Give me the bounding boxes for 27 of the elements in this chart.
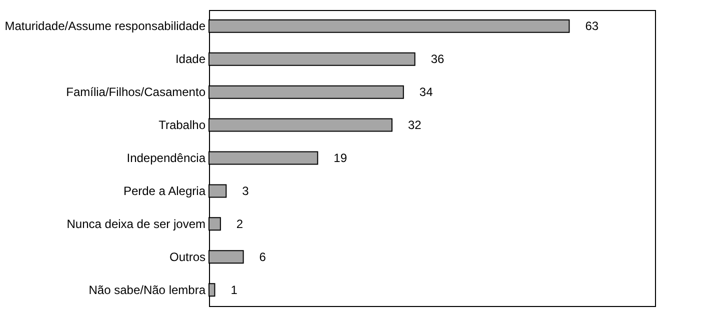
y-tick-label: Idade	[175, 52, 206, 66]
data-label: 63	[585, 19, 599, 34]
bar	[208, 52, 416, 66]
bar	[208, 184, 227, 198]
bar	[208, 118, 392, 132]
y-tick-label: Nunca deixa de ser jovem	[66, 216, 206, 231]
bar	[208, 19, 570, 33]
y-tick-label: Outros	[169, 250, 206, 264]
data-label: 6	[259, 250, 266, 264]
data-label: 2	[236, 216, 244, 231]
data-label: 36	[430, 52, 445, 66]
bar	[208, 151, 318, 165]
data-label: 34	[419, 85, 434, 100]
data-label: 19	[334, 151, 348, 165]
y-tick-label: Independência	[126, 151, 206, 165]
bar	[208, 85, 404, 99]
y-tick-label: Não sabe/Não lembra	[88, 282, 206, 297]
y-tick-label: Família/Filhos/Casamento	[66, 85, 206, 100]
bar	[208, 217, 221, 231]
data-label: 3	[242, 184, 250, 198]
bar	[208, 283, 216, 297]
y-tick-label: Maturidade/Assume responsabilidade	[4, 19, 206, 34]
data-label: 1	[230, 282, 238, 297]
bar	[208, 250, 244, 264]
y-tick-label: Perde a Alegria	[123, 184, 206, 198]
y-tick-label: Trabalho	[158, 118, 206, 132]
data-label: 32	[408, 118, 422, 132]
